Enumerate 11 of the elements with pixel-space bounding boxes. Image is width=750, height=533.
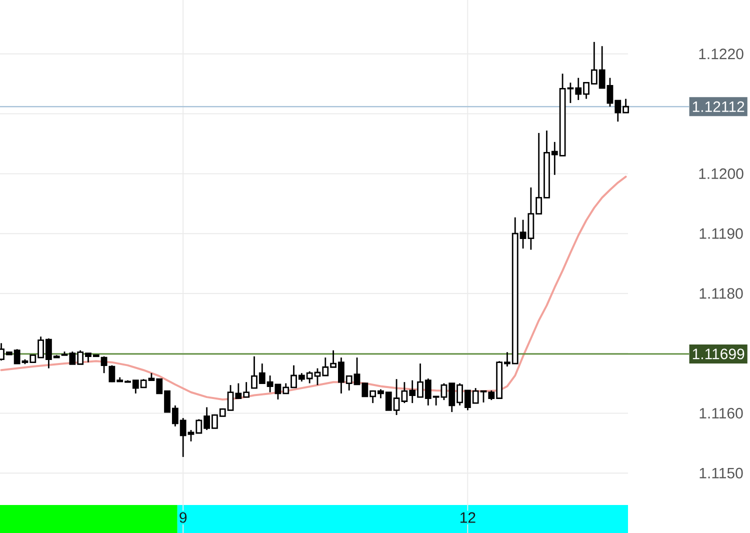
- y-tick-label: 1.1150: [700, 468, 743, 478]
- x-tick-label: 12: [460, 512, 476, 523]
- y-tick-label: 1.1180: [700, 288, 743, 299]
- ref-line-label: 1.12112: [692, 101, 744, 112]
- ref-line-label: 1.11699: [692, 348, 744, 360]
- candlestick: [100, 356, 108, 374]
- y-tick-label: 1.1160: [700, 408, 743, 419]
- x-tick-label: 9: [180, 512, 187, 523]
- y-tick-label: 1.1200: [699, 168, 744, 179]
- y-tick-label: 1.1220: [699, 48, 744, 60]
- y-tick-label: 1.1190: [700, 228, 743, 239]
